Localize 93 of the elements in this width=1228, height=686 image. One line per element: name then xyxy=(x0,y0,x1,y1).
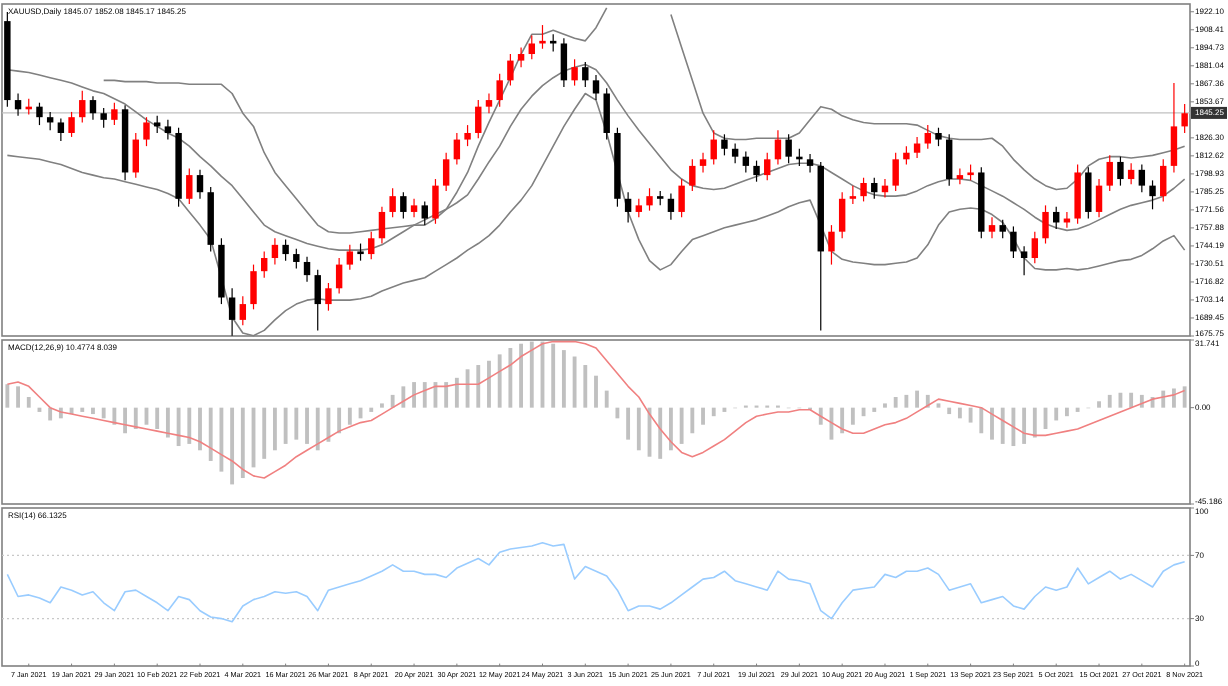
candlestick xyxy=(624,191,632,224)
candlestick xyxy=(453,132,461,166)
candlestick xyxy=(721,133,728,156)
candlestick xyxy=(421,200,428,226)
candlestick xyxy=(250,264,257,310)
candlestick xyxy=(1127,162,1135,185)
candlestick xyxy=(1085,166,1092,220)
candlestick xyxy=(282,238,289,262)
candlestick xyxy=(560,37,568,88)
candlestick xyxy=(1095,178,1103,218)
candlestick xyxy=(924,124,931,150)
candlestick xyxy=(410,198,418,218)
candlestick xyxy=(956,167,964,185)
candlestick xyxy=(111,102,118,126)
candlestick xyxy=(1149,179,1156,210)
candlestick xyxy=(1074,163,1081,225)
candlestick xyxy=(68,111,75,138)
candlestick xyxy=(988,216,996,239)
candlestick xyxy=(892,152,899,192)
candlestick xyxy=(903,145,910,166)
candlestick xyxy=(228,287,236,337)
candlestick xyxy=(496,73,503,108)
candlestick xyxy=(368,231,375,260)
candlestick xyxy=(1031,231,1039,264)
candlestick xyxy=(1010,225,1017,259)
candlestick xyxy=(528,34,535,60)
candlestick xyxy=(293,248,300,270)
candlestick xyxy=(913,136,921,159)
candlestick xyxy=(442,152,450,192)
candlestick xyxy=(14,92,22,117)
candlestick xyxy=(635,198,643,218)
candlestick xyxy=(517,46,525,68)
candlestick xyxy=(603,87,610,141)
candlestick xyxy=(935,127,942,147)
candlestick xyxy=(871,177,878,200)
candlestick xyxy=(325,282,332,312)
candlestick xyxy=(261,250,268,279)
candlestick xyxy=(699,152,707,174)
candlestick xyxy=(764,152,771,181)
candlestick xyxy=(389,187,396,218)
candlestick xyxy=(303,256,311,283)
candlestick xyxy=(571,58,578,87)
candlestick xyxy=(57,117,65,142)
candlestick xyxy=(335,257,343,295)
candlestick xyxy=(678,178,685,218)
candlestick xyxy=(945,133,953,187)
candlestick xyxy=(143,116,150,147)
candlestick xyxy=(999,219,1006,239)
candlestick xyxy=(785,133,792,164)
candlestick xyxy=(346,244,354,271)
candlestick xyxy=(1181,103,1188,134)
candlestick xyxy=(271,237,279,266)
candlestick xyxy=(689,158,696,192)
candlestick xyxy=(378,206,386,245)
candlestick xyxy=(742,150,750,174)
candlestick xyxy=(485,92,493,114)
candlestick xyxy=(1160,158,1167,203)
candlestick xyxy=(186,167,193,205)
candlestick xyxy=(592,74,600,101)
candlestick xyxy=(89,95,97,121)
candlestick xyxy=(464,124,471,147)
candlestick xyxy=(507,53,514,87)
candlestick xyxy=(1170,82,1178,174)
candlestick xyxy=(1042,204,1049,245)
candlestick xyxy=(849,185,857,205)
candlestick xyxy=(79,90,86,124)
line-series xyxy=(6,541,1186,623)
candlestick xyxy=(400,191,407,220)
candlestick xyxy=(100,107,107,129)
candlestick xyxy=(731,142,739,164)
candlestick xyxy=(860,177,867,203)
candlestick xyxy=(475,99,482,139)
candlestick xyxy=(753,160,760,183)
candlestick xyxy=(1106,154,1113,192)
line-series xyxy=(6,340,1186,479)
candlestick xyxy=(1138,163,1146,193)
candlestick xyxy=(667,192,675,221)
candlestick xyxy=(710,129,717,166)
candlestick xyxy=(806,153,814,174)
candlestick xyxy=(164,119,172,141)
candlestick xyxy=(1117,156,1124,187)
candlestick xyxy=(432,178,439,225)
candlestick xyxy=(838,191,846,239)
candlestick xyxy=(239,295,247,326)
candlestick xyxy=(132,132,139,179)
candlestick xyxy=(828,224,835,266)
candlestick xyxy=(774,129,782,166)
candlestick xyxy=(36,102,43,126)
candlestick xyxy=(646,187,653,212)
candlestick xyxy=(314,269,321,332)
candlestick xyxy=(1020,245,1028,276)
candlestick xyxy=(196,169,204,200)
candlestick xyxy=(582,61,589,88)
